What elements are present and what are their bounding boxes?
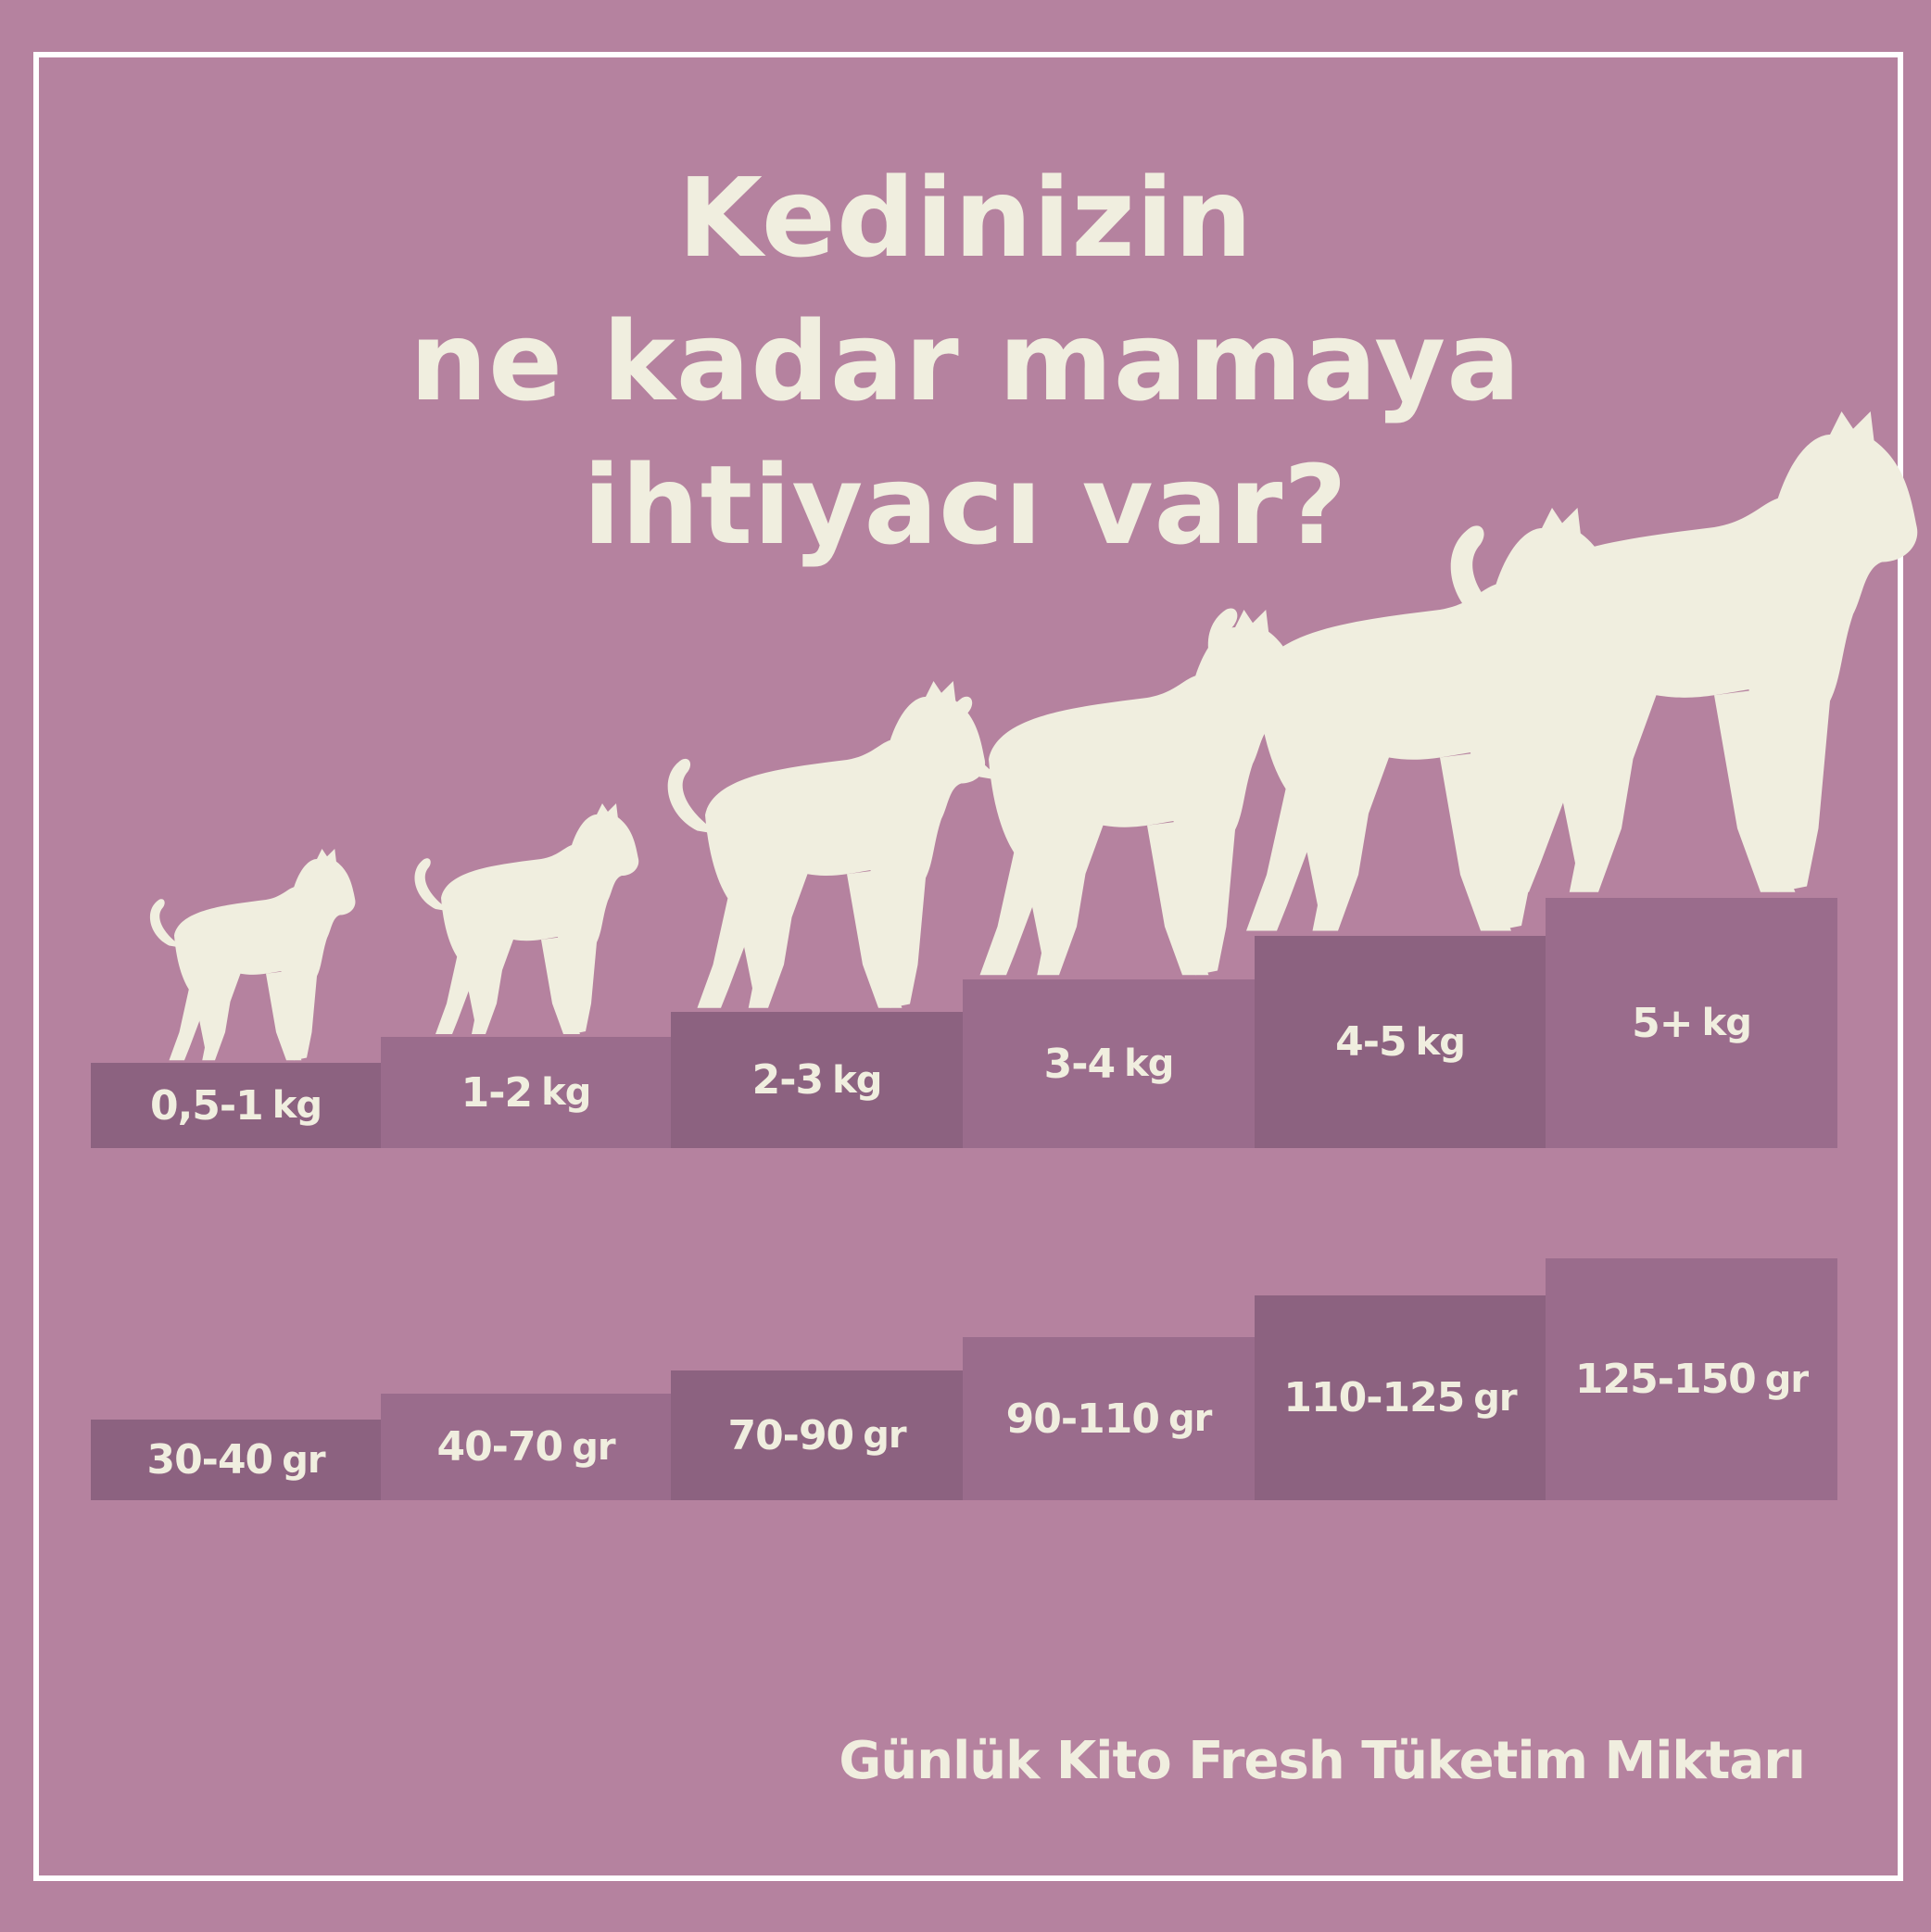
weight-value: 1-2 <box>461 1068 533 1117</box>
portion-unit: gr <box>863 1414 906 1457</box>
page-title: Kedinizin ne kadar mamaya ihtiyacı var? <box>0 146 1931 577</box>
portion-value: 70-90 <box>727 1411 854 1459</box>
footer-caption: Günlük Kito Fresh Tüketim Miktarı <box>839 1731 1806 1791</box>
portion-unit: gr <box>572 1425 615 1469</box>
title-line-1: Kedinizin <box>677 154 1254 282</box>
weight-unit: kg <box>271 1084 322 1127</box>
weight-step-2: 1-2 kg <box>381 1037 671 1148</box>
weight-step-3: 2-3 kg <box>671 1012 963 1148</box>
portion-value: 30-40 <box>146 1436 273 1484</box>
weight-value: 4-5 <box>1335 1018 1407 1066</box>
title-line-3: ihtiyacı var? <box>583 441 1348 569</box>
weight-value: 5+ <box>1632 999 1693 1047</box>
weight-step-5: 4-5 kg <box>1255 936 1546 1148</box>
weight-value: 3-4 <box>1043 1040 1116 1088</box>
portion-unit: gr <box>1764 1357 1809 1401</box>
portion-unit: gr <box>1167 1397 1212 1440</box>
white-frame <box>33 52 1903 1881</box>
weight-step-1: 0,5-1 kg <box>91 1063 381 1148</box>
portion-value: 90-110 <box>1005 1395 1160 1443</box>
title-line-2: ne kadar mamaya <box>410 297 1521 425</box>
portion-value: 125-150 <box>1574 1356 1757 1403</box>
weight-step-6: 5+ kg <box>1546 898 1837 1148</box>
portion-step-5: 110-125 gr <box>1255 1295 1546 1500</box>
portion-step-4: 90-110 gr <box>963 1337 1255 1500</box>
portion-step-1: 30-40 gr <box>91 1420 381 1500</box>
weight-unit: kg <box>1415 1020 1466 1064</box>
weight-unit: kg <box>1124 1042 1174 1085</box>
weight-unit: kg <box>541 1071 591 1114</box>
portion-unit: gr <box>282 1438 325 1482</box>
weight-unit: kg <box>832 1058 882 1102</box>
portion-step-2: 40-70 gr <box>381 1394 671 1500</box>
weight-unit: kg <box>1701 1002 1752 1044</box>
portion-step-6: 125-150 gr <box>1546 1258 1837 1500</box>
portion-unit: gr <box>1473 1376 1517 1420</box>
weight-value: 2-3 <box>751 1056 824 1104</box>
portion-step-3: 70-90 gr <box>671 1370 963 1500</box>
portion-value: 110-125 <box>1283 1374 1465 1421</box>
portion-value: 40-70 <box>436 1423 563 1471</box>
weight-value: 0,5-1 <box>149 1081 264 1130</box>
weight-step-4: 3-4 kg <box>963 979 1255 1148</box>
